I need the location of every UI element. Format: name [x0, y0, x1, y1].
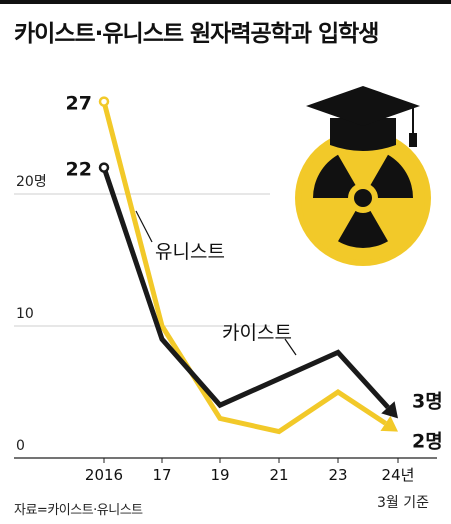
- chart-title: 카이스트·유니스트 원자력공학과 입학생: [14, 21, 379, 47]
- series-line-0: [101, 100, 387, 435]
- series-start-marker-1: [98, 162, 110, 173]
- x-tick-label: 23: [328, 466, 347, 484]
- grid-lines: [14, 193, 437, 459]
- y-tick-label: 10: [16, 306, 34, 322]
- x-tick-label: 2016: [85, 466, 123, 484]
- x-tick-label: 24년: [382, 466, 415, 484]
- y-tick-label: 0: [16, 438, 25, 454]
- x-axis: 2016 17 19 21 23 24년 3월 기준: [85, 458, 429, 511]
- x-tick-label: 19: [210, 466, 229, 484]
- x-tick-label: 17: [152, 466, 171, 484]
- series-name-label: 카이스트: [222, 322, 292, 344]
- y-tick-label: 20명: [16, 174, 47, 190]
- leader-line: [284, 338, 297, 356]
- x-tick-label: 21: [269, 466, 288, 484]
- series-arrow-0: [380, 415, 398, 432]
- series-start-label: 22: [66, 159, 92, 181]
- series-arrow-1: [381, 401, 398, 419]
- series-end-label: 3명: [412, 390, 443, 412]
- x-axis-sublabel: 3월 기준: [377, 495, 429, 511]
- graduation-radiation-icon: [295, 86, 431, 266]
- series-line-1: [101, 166, 390, 409]
- top-rule: [0, 0, 451, 4]
- series-start-label: 27: [66, 93, 92, 115]
- series-start-marker-0: [98, 96, 110, 107]
- series-end-label: 2명: [412, 431, 443, 453]
- series-name-label: 유니스트: [155, 241, 225, 263]
- y-axis: 20명 10 0: [16, 174, 47, 454]
- source-note: 자료=카이스트·유니스트: [14, 503, 143, 518]
- series-layer: [98, 96, 398, 435]
- leader-line: [135, 210, 153, 243]
